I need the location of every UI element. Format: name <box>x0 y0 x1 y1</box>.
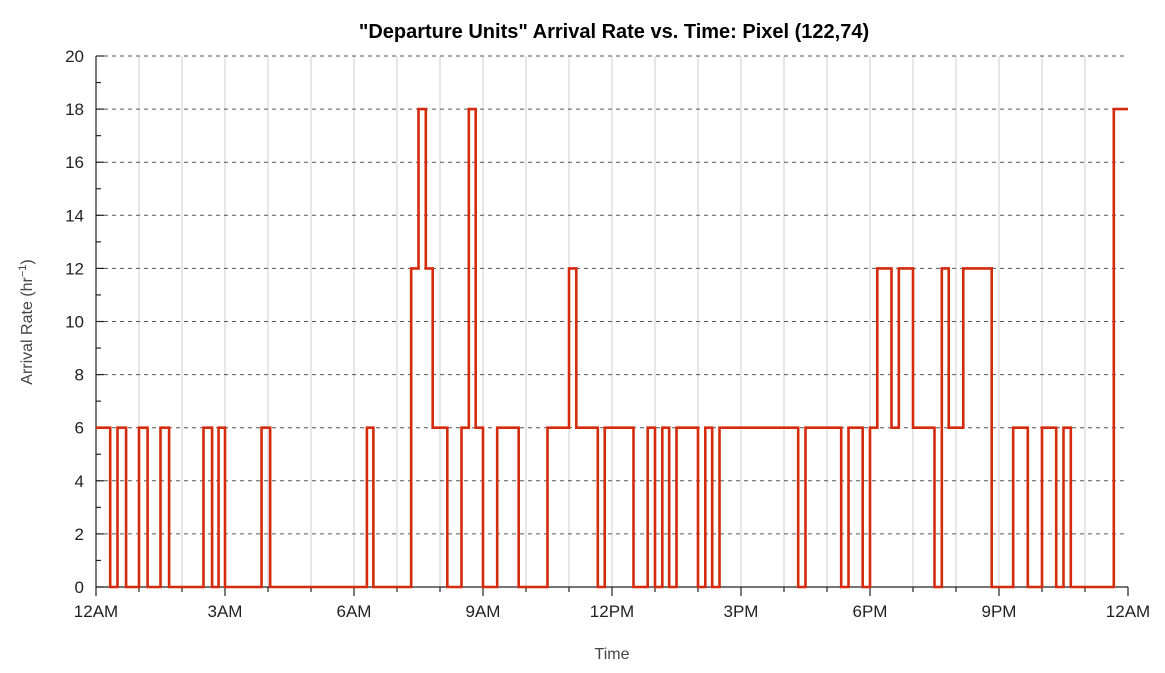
x-axis-label: Time <box>595 646 630 663</box>
chart-title: "Departure Units" Arrival Rate vs. Time:… <box>359 21 869 43</box>
x-tick-label: 12AM <box>74 602 118 621</box>
y-tick-label: 16 <box>65 153 84 172</box>
x-tick-label: 9PM <box>982 602 1017 621</box>
x-tick-label: 6PM <box>853 602 888 621</box>
y-tick-label: 20 <box>65 47 84 66</box>
y-tick-label: 4 <box>75 472 84 491</box>
y-tick-label: 12 <box>65 259 84 278</box>
x-tick-label: 3AM <box>208 602 243 621</box>
y-tick-label: 2 <box>75 525 84 544</box>
y-tick-label: 8 <box>75 366 84 385</box>
x-tick-label: 6AM <box>337 602 372 621</box>
y-tick-label: 18 <box>65 100 84 119</box>
series <box>96 107 1128 589</box>
y-axis-label-close: ) <box>19 259 36 264</box>
y-tick-label: 10 <box>65 313 84 332</box>
x-tick-label: 9AM <box>466 602 501 621</box>
x-tick-label: 12AM <box>1106 602 1150 621</box>
y-axis-label-main: Arrival Rate (hr <box>19 276 36 384</box>
y-axis-label: Arrival Rate (hr−1) <box>17 259 36 384</box>
grid-major <box>96 55 1128 535</box>
y-tick-labels: 0 2 4 6 8 10 12 14 16 18 20 <box>65 47 84 597</box>
y-tick-label: 6 <box>75 419 84 438</box>
x-tick-label: 12PM <box>590 602 634 621</box>
y-tick-label: 14 <box>65 206 84 225</box>
x-tick-label: 3PM <box>724 602 759 621</box>
y-axis-label-superscript: −1 <box>17 265 29 278</box>
x-tick-labels: 12AM 3AM 6AM 9AM 12PM 3PM 6PM 9PM 12AM <box>74 602 1150 621</box>
series-line <box>96 107 1128 589</box>
y-tick-label: 0 <box>75 578 84 597</box>
